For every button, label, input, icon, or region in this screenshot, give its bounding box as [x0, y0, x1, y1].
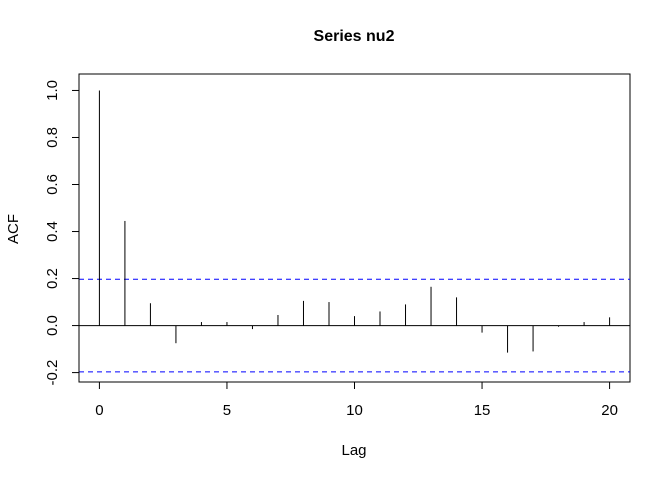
y-tick-label: 0.2 — [44, 268, 61, 289]
y-axis-label: ACF — [5, 214, 22, 244]
x-tick-label: 0 — [95, 402, 103, 419]
x-axis-label: Lag — [341, 442, 366, 459]
y-tick-label: 1.0 — [44, 80, 61, 101]
y-tick-label: 0.6 — [44, 174, 61, 195]
x-tick-label: 5 — [223, 402, 231, 419]
x-tick-label: 10 — [346, 402, 363, 419]
y-tick-label: 0.8 — [44, 127, 61, 148]
x-tick-label: 20 — [601, 402, 618, 419]
y-tick-label: 0.0 — [44, 315, 61, 336]
y-tick-label: 0.4 — [44, 221, 61, 242]
chart-title: Series nu2 — [314, 28, 395, 45]
y-tick-label: -0.2 — [44, 360, 61, 386]
plot-frame — [78, 73, 631, 383]
x-tick-label: 15 — [474, 402, 491, 419]
